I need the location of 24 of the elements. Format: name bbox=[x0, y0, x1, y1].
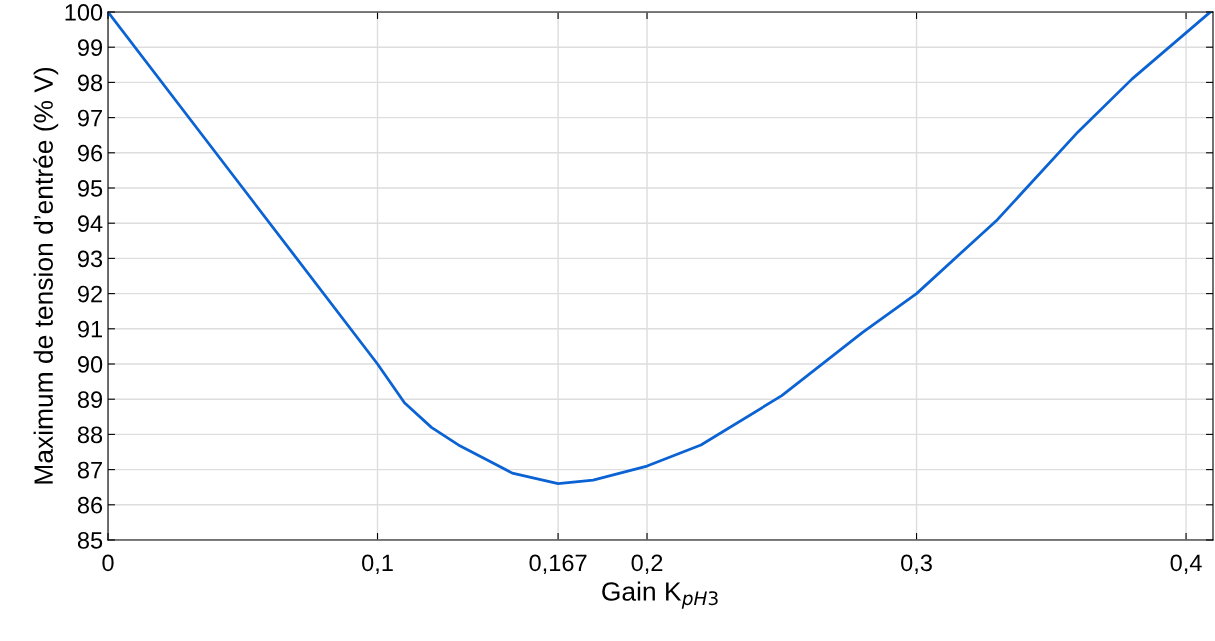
y-tick-label: 95 bbox=[77, 180, 103, 197]
y-tick-label: 98 bbox=[77, 74, 103, 92]
y-tick-label: 94 bbox=[77, 215, 103, 232]
y-tick-label: 100 bbox=[65, 4, 103, 21]
y-tick-label: 97 bbox=[77, 109, 102, 127]
y-tick-label: 99 bbox=[77, 39, 103, 56]
y-tick-label: 89 bbox=[77, 391, 103, 408]
y-tick-label: 86 bbox=[77, 496, 103, 514]
x-tick-label: 0,4 bbox=[1170, 554, 1202, 575]
y-tick-label: 93 bbox=[77, 250, 103, 268]
y-tick-label: 96 bbox=[77, 144, 103, 162]
y-tick-label: 88 bbox=[77, 426, 103, 444]
y-tick-label: 85 bbox=[77, 532, 103, 549]
x-tick-label: 0,167 bbox=[529, 554, 587, 575]
x-tick-label: 0,3 bbox=[901, 554, 932, 575]
x-tick-label: 0,2 bbox=[631, 554, 663, 575]
x-tick-label: 0,1 bbox=[362, 554, 393, 575]
y-tick-label: 92 bbox=[77, 285, 102, 303]
x-tick-label: 0 bbox=[102, 554, 114, 572]
y-axis-title: Maximum de tension d’entrée (% V) bbox=[33, 67, 59, 484]
y-tick-label: 87 bbox=[77, 461, 102, 479]
x-axis-title: Gain K$_{pH3}$ bbox=[602, 581, 718, 609]
y-tick-label: 90 bbox=[77, 356, 103, 373]
y-tick-label: 91 bbox=[77, 320, 102, 338]
